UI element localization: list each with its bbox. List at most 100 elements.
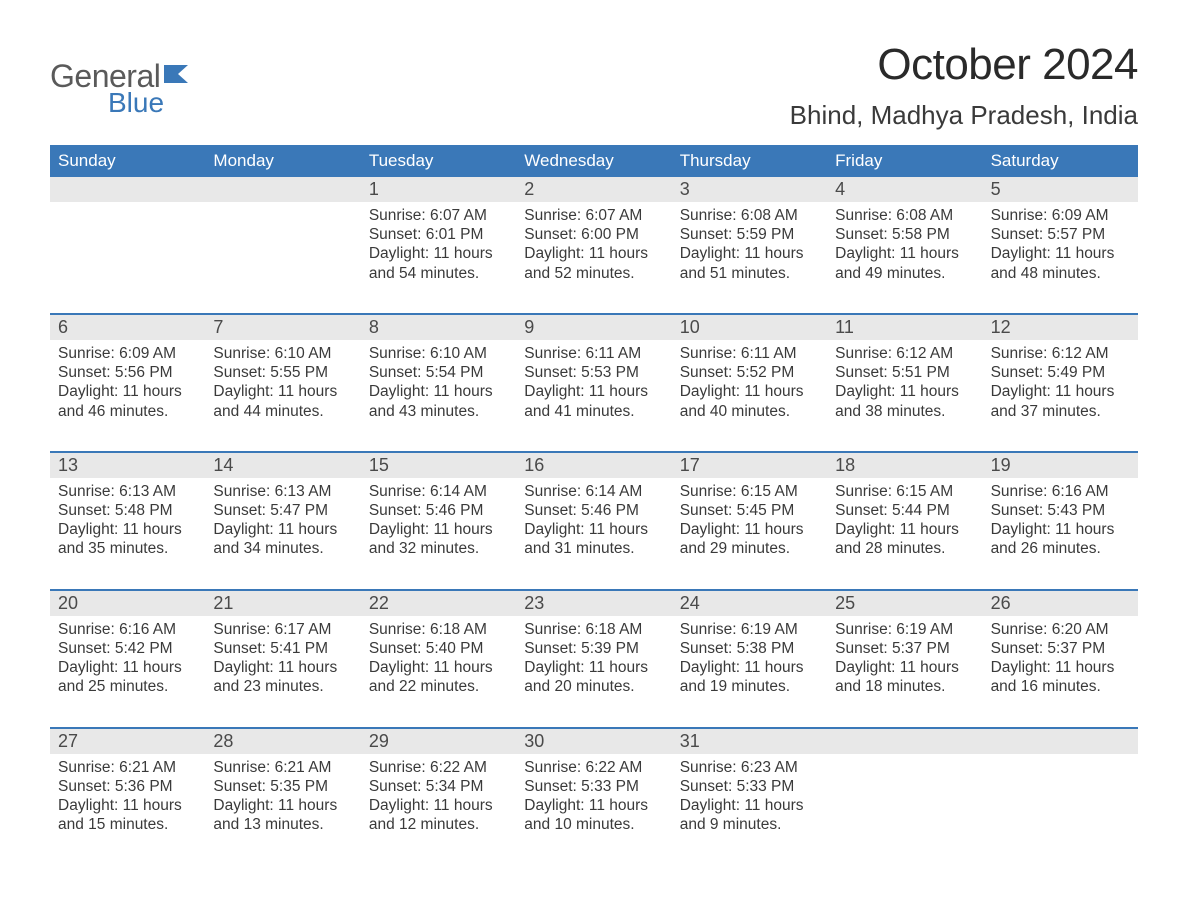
sunset-line: Sunset: 5:51 PM (835, 363, 974, 382)
daylight-line: Daylight: 11 hours and 18 minutes. (835, 658, 974, 696)
sunrise-line: Sunrise: 6:19 AM (680, 620, 819, 639)
sunset-line: Sunset: 5:33 PM (524, 777, 663, 796)
logo: General Blue (50, 40, 194, 119)
logo-flag-icon (164, 63, 194, 90)
day-number: 7 (205, 315, 360, 340)
sunrise-line: Sunrise: 6:09 AM (991, 206, 1130, 225)
day-number: 28 (205, 729, 360, 754)
daylight-line: Daylight: 11 hours and 46 minutes. (58, 382, 197, 420)
day-number: 16 (516, 453, 671, 478)
sunrise-line: Sunrise: 6:20 AM (991, 620, 1130, 639)
sunset-line: Sunset: 5:47 PM (213, 501, 352, 520)
sunset-line: Sunset: 5:55 PM (213, 363, 352, 382)
daylight-line: Daylight: 11 hours and 32 minutes. (369, 520, 508, 558)
sunrise-line: Sunrise: 6:22 AM (369, 758, 508, 777)
sunrise-line: Sunrise: 6:22 AM (524, 758, 663, 777)
sunset-line: Sunset: 5:43 PM (991, 501, 1130, 520)
sunset-line: Sunset: 5:45 PM (680, 501, 819, 520)
day-detail: Sunrise: 6:12 AMSunset: 5:49 PMDaylight:… (983, 340, 1138, 451)
day-detail: Sunrise: 6:08 AMSunset: 5:59 PMDaylight:… (672, 202, 827, 313)
sunset-line: Sunset: 5:56 PM (58, 363, 197, 382)
day-number: 24 (672, 591, 827, 616)
sunrise-line: Sunrise: 6:17 AM (213, 620, 352, 639)
day-number: 9 (516, 315, 671, 340)
calendar: SundayMondayTuesdayWednesdayThursdayFrid… (50, 145, 1138, 864)
sunrise-line: Sunrise: 6:15 AM (680, 482, 819, 501)
daylight-line: Daylight: 11 hours and 31 minutes. (524, 520, 663, 558)
day-detail: Sunrise: 6:12 AMSunset: 5:51 PMDaylight:… (827, 340, 982, 451)
day-number: 15 (361, 453, 516, 478)
day-detail: Sunrise: 6:10 AMSunset: 5:55 PMDaylight:… (205, 340, 360, 451)
sunset-line: Sunset: 5:49 PM (991, 363, 1130, 382)
week-daynum-row: 12345 (50, 177, 1138, 202)
day-detail: Sunrise: 6:15 AMSunset: 5:45 PMDaylight:… (672, 478, 827, 589)
day-number: 3 (672, 177, 827, 202)
day-number: 29 (361, 729, 516, 754)
day-detail: Sunrise: 6:09 AMSunset: 5:56 PMDaylight:… (50, 340, 205, 451)
day-detail: Sunrise: 6:21 AMSunset: 5:36 PMDaylight:… (50, 754, 205, 865)
day-detail: Sunrise: 6:16 AMSunset: 5:42 PMDaylight:… (50, 616, 205, 727)
sunset-line: Sunset: 5:46 PM (369, 501, 508, 520)
daylight-line: Daylight: 11 hours and 20 minutes. (524, 658, 663, 696)
sunrise-line: Sunrise: 6:14 AM (524, 482, 663, 501)
day-number: 20 (50, 591, 205, 616)
sunrise-line: Sunrise: 6:21 AM (213, 758, 352, 777)
day-detail: Sunrise: 6:07 AMSunset: 6:01 PMDaylight:… (361, 202, 516, 313)
day-detail (983, 754, 1138, 865)
sunset-line: Sunset: 5:59 PM (680, 225, 819, 244)
day-number: 22 (361, 591, 516, 616)
sunset-line: Sunset: 5:37 PM (835, 639, 974, 658)
day-of-week-header: SundayMondayTuesdayWednesdayThursdayFrid… (50, 145, 1138, 177)
day-detail: Sunrise: 6:22 AMSunset: 5:34 PMDaylight:… (361, 754, 516, 865)
day-detail: Sunrise: 6:13 AMSunset: 5:47 PMDaylight:… (205, 478, 360, 589)
daylight-line: Daylight: 11 hours and 25 minutes. (58, 658, 197, 696)
day-number: 27 (50, 729, 205, 754)
day-detail: Sunrise: 6:19 AMSunset: 5:37 PMDaylight:… (827, 616, 982, 727)
sunrise-line: Sunrise: 6:10 AM (213, 344, 352, 363)
week-daynum-row: 6789101112 (50, 313, 1138, 340)
day-number: 14 (205, 453, 360, 478)
day-of-week-cell: Thursday (672, 145, 827, 177)
day-detail: Sunrise: 6:15 AMSunset: 5:44 PMDaylight:… (827, 478, 982, 589)
day-number: 23 (516, 591, 671, 616)
daylight-line: Daylight: 11 hours and 22 minutes. (369, 658, 508, 696)
daylight-line: Daylight: 11 hours and 23 minutes. (213, 658, 352, 696)
sunset-line: Sunset: 6:01 PM (369, 225, 508, 244)
location-subtitle: Bhind, Madhya Pradesh, India (790, 100, 1138, 131)
day-of-week-cell: Monday (205, 145, 360, 177)
sunrise-line: Sunrise: 6:18 AM (369, 620, 508, 639)
sunrise-line: Sunrise: 6:08 AM (680, 206, 819, 225)
sunset-line: Sunset: 5:40 PM (369, 639, 508, 658)
sunrise-line: Sunrise: 6:07 AM (369, 206, 508, 225)
week-detail-row: Sunrise: 6:09 AMSunset: 5:56 PMDaylight:… (50, 340, 1138, 451)
daylight-line: Daylight: 11 hours and 19 minutes. (680, 658, 819, 696)
day-number (50, 177, 205, 202)
sunset-line: Sunset: 5:57 PM (991, 225, 1130, 244)
daylight-line: Daylight: 11 hours and 43 minutes. (369, 382, 508, 420)
sunrise-line: Sunrise: 6:10 AM (369, 344, 508, 363)
day-detail: Sunrise: 6:10 AMSunset: 5:54 PMDaylight:… (361, 340, 516, 451)
day-detail (827, 754, 982, 865)
sunrise-line: Sunrise: 6:11 AM (524, 344, 663, 363)
daylight-line: Daylight: 11 hours and 13 minutes. (213, 796, 352, 834)
week-detail-row: Sunrise: 6:07 AMSunset: 6:01 PM Daylight:… (50, 202, 1138, 313)
day-number: 1 (361, 177, 516, 202)
week-daynum-row: 13141516171819 (50, 451, 1138, 478)
sunrise-line: Sunrise: 6:13 AM (213, 482, 352, 501)
daylight-line: Daylight: 11 hours and 52 minutes. (524, 244, 663, 282)
day-number (205, 177, 360, 202)
sunset-line: Sunset: 5:42 PM (58, 639, 197, 658)
daylight-line: Daylight: 11 hours and 28 minutes. (835, 520, 974, 558)
sunset-line: Sunset: 5:52 PM (680, 363, 819, 382)
daylight-line: Daylight: 11 hours and 26 minutes. (991, 520, 1130, 558)
sunset-line: Sunset: 5:41 PM (213, 639, 352, 658)
day-number: 4 (827, 177, 982, 202)
week-detail-row: Sunrise: 6:13 AMSunset: 5:48 PMDaylight:… (50, 478, 1138, 589)
sunrise-line: Sunrise: 6:08 AM (835, 206, 974, 225)
day-detail: Sunrise: 6:14 AMSunset: 5:46 PMDaylight:… (361, 478, 516, 589)
daylight-line: Daylight: 11 hours and 10 minutes. (524, 796, 663, 834)
day-detail: Sunrise: 6:18 AMSunset: 5:40 PMDaylight:… (361, 616, 516, 727)
day-detail: Sunrise: 6:14 AMSunset: 5:46 PMDaylight:… (516, 478, 671, 589)
daylight-line: Daylight: 11 hours and 40 minutes. (680, 382, 819, 420)
day-number (983, 729, 1138, 754)
